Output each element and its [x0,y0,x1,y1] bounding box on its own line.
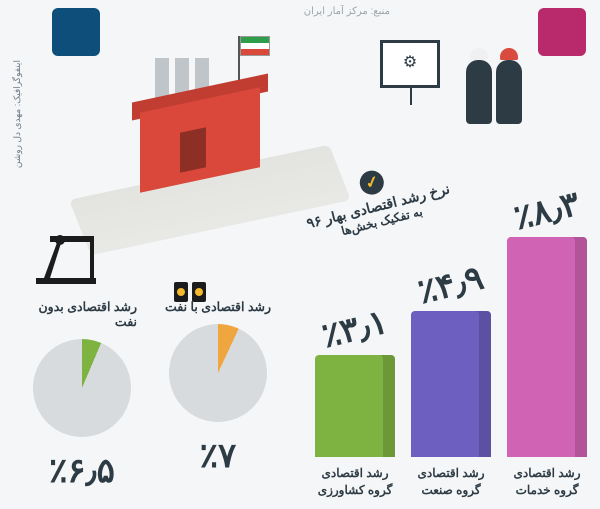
pie-graphic [33,339,131,437]
bar-value: ٪۴٫۹ [414,258,488,313]
bar-rect [411,311,491,457]
pie-without-oil: رشد اقتصادی بدون نفت ٪۶٫۵ [27,299,137,491]
oil-pump-icon [30,230,110,290]
bar-rect [315,355,395,457]
bar-label: رشد اقتصادیگروه صنعت [418,465,485,499]
factory-illustration [70,30,330,230]
bar-value: ٪۳٫۱ [318,302,392,357]
pie-title: رشد اقتصادی بدون نفت [27,299,137,329]
svg-text:⚙: ⚙ [403,54,417,71]
bar-rect [507,237,587,457]
pie-value: ٪۷ [200,436,237,476]
credit-text: اینفوگرافیک: مهدی دل روشن [12,60,22,168]
bar-services: ٪۸٫۳ رشد اقتصادیگروه خدمات [506,191,588,499]
bar-agriculture: ٪۳٫۱ رشد اقتصادیگروه کشاورزی [314,309,396,499]
bar-value: ٪۸٫۳ [510,184,584,239]
pie-value: ٪۶٫۵ [49,451,115,491]
bar-label: رشد اقتصادیگروه خدمات [514,465,581,499]
pie-graphic [169,324,267,422]
pie-title: رشد اقتصادی با نفت [165,299,271,314]
iran-flag-icon [238,36,240,80]
workers-icon [466,60,522,124]
source-text: منبع: مرکز آمار ایران [304,6,390,17]
sector-growth-bar-chart: ٪۸٫۳ رشد اقتصادیگروه خدمات ٪۴٫۹ رشد اقتص… [298,179,588,499]
gov-logo-badge [538,8,586,56]
growth-pie-charts: رشد اقتصادی با نفت ٪۷ رشد اقتصادی بدون ن… [20,299,280,491]
presentation-board-icon: ⚙ [380,40,440,88]
pie-with-oil: رشد اقتصادی با نفت ٪۷ [163,299,273,491]
bar-label: رشد اقتصادیگروه کشاورزی [318,465,393,499]
bar-industry: ٪۴٫۹ رشد اقتصادیگروه صنعت [410,265,492,499]
